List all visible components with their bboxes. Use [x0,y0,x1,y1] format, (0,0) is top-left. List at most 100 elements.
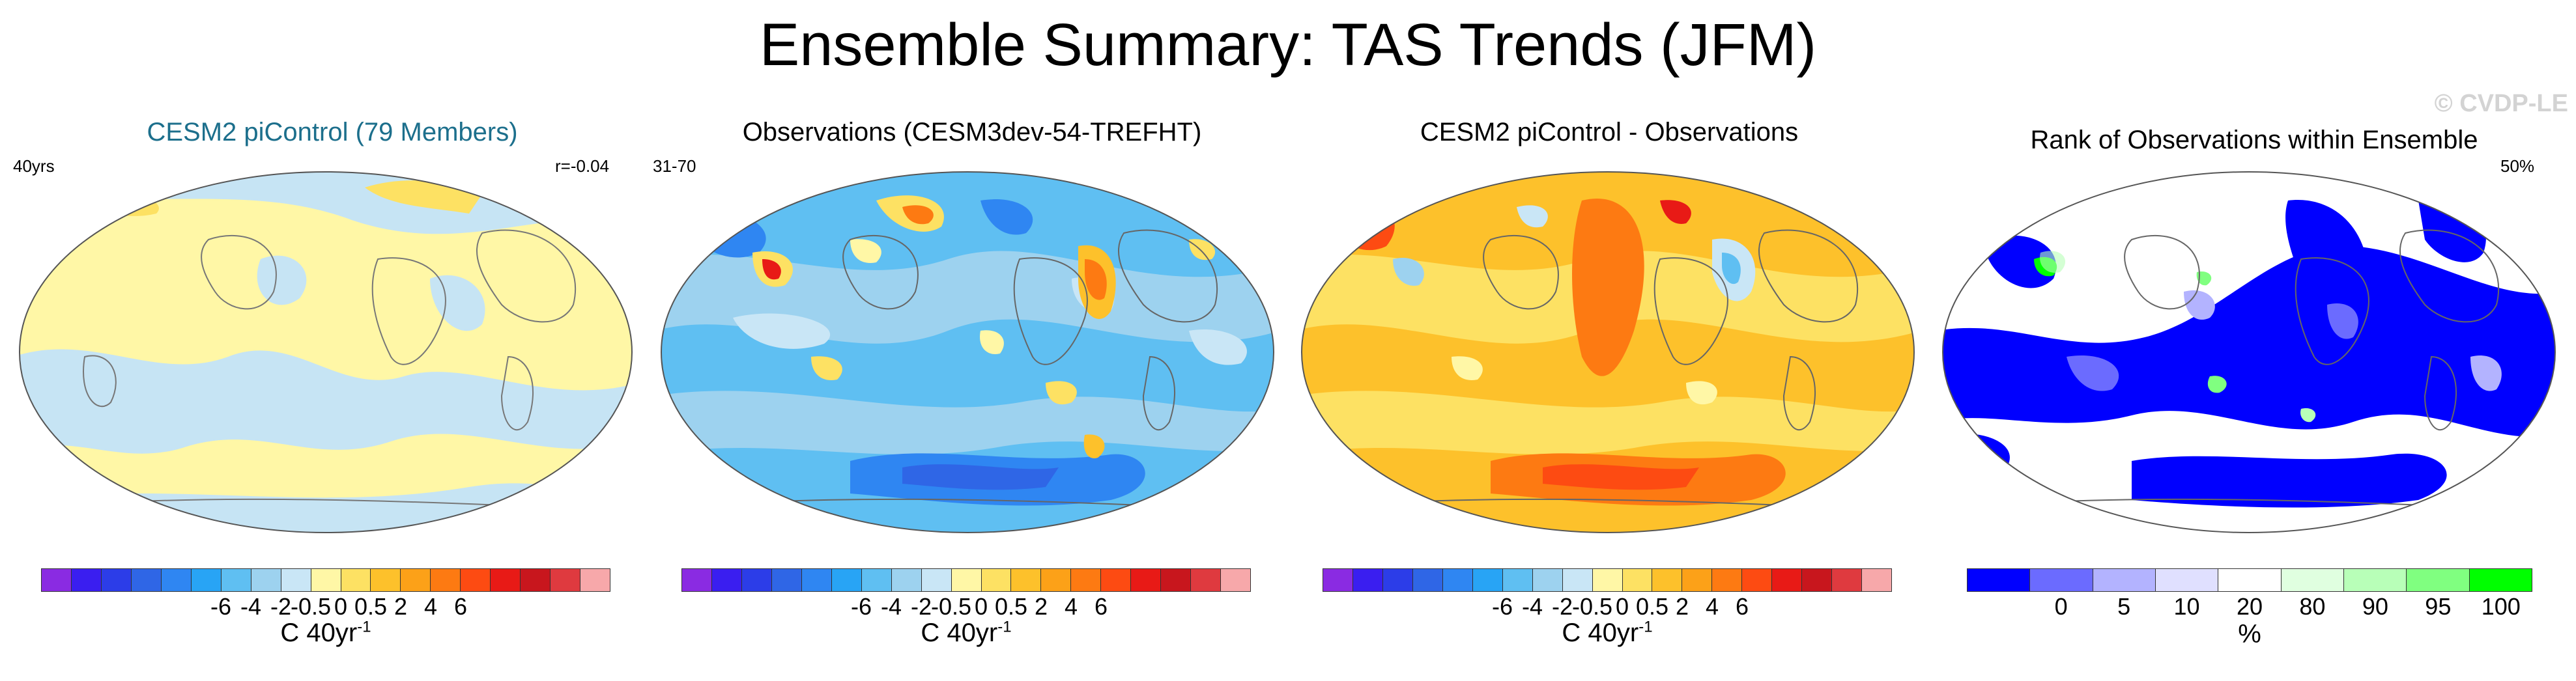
panel-3-colorbar-tick-label: -2 [1551,593,1573,620]
panel-3-title: CESM2 piControl - Observations [1420,118,1799,146]
panel-3-colorbar-swatch [1472,569,1503,591]
panel-1-colorbar-swatch [580,569,610,591]
panel-2-colorbar-swatch [1071,569,1102,591]
panel-1-colorbar-swatch [251,569,281,591]
panel-2-colorbar-label: C 40yr-1 [921,618,1012,647]
panel-2-colorbar-swatch [741,569,772,591]
panel-2-colorbar-tick-label: 0.5 [994,593,1028,620]
panel-2-colorbar-swatch [711,569,742,591]
panel-3-colorbar-swatch [1742,569,1773,591]
panel-2-colorbar-swatch [1011,569,1042,591]
panel-1-right-label: r=-0.04 [555,156,610,176]
panel-1-colorbar-swatch [161,569,192,591]
panel-1-map [19,171,633,533]
panel-2-colorbar-swatch [771,569,802,591]
panel-1-colorbar-tick-label: 0.5 [354,593,388,620]
panel-3-colorbar-tick-label: -0.5 [1571,593,1613,620]
panel-2-colorbar-swatch [921,569,952,591]
panel-2-colorbar-swatch [1041,569,1072,591]
panel-1-colorbar-tick-label: -4 [240,593,262,620]
panel-2-colorbar-tick-label: -4 [880,593,902,620]
panel-3-colorbar-swatch [1802,569,1833,591]
panel-1-colorbar-swatch [461,569,491,591]
panel-1-colorbar-swatch [131,569,162,591]
panel-2-colorbar-tick-label: -0.5 [930,593,972,620]
panel-3-colorbar-swatch [1502,569,1533,591]
panel-2-colorbar-tick-label: 4 [1064,593,1078,620]
panel-3-colorbar-swatch [1832,569,1863,591]
panel-3-colorbar-swatch [1382,569,1413,591]
panel-4-colorbar-swatch [2469,569,2532,591]
panel-1-colorbar-tick-label: 0 [334,593,348,620]
panel-2-colorbar-tick-label: 2 [1034,593,1048,620]
panel-3-colorbar-tick-label: 0.5 [1635,593,1669,620]
panel-3-colorbar-swatch [1532,569,1563,591]
panel-3-colorbar-swatch [1562,569,1593,591]
panel-3-colorbar-tick-label: 4 [1705,593,1719,620]
panel-2-colorbar-tick-label: 0 [974,593,988,620]
panel-4-colorbar [1967,568,2532,592]
panel-1-colorbar-swatch [281,569,311,591]
panel-4-colorbar-tick-label: 10 [2173,593,2200,620]
panel-3-colorbar-swatch [1652,569,1683,591]
panel-1-colorbar-tick-label: -0.5 [290,593,332,620]
panel-3-colorbar-swatch [1682,569,1713,591]
panel-2-colorbar-swatch [1101,569,1132,591]
panel-2-colorbar-swatch [1161,569,1192,591]
panel-2-left-label: 31-70 [653,156,696,176]
panel-1-colorbar-label: C 40yr-1 [280,618,371,647]
panel-4-colorbar-tick-label: 80 [2299,593,2326,620]
panel-4-colorbar-swatch [2218,569,2282,591]
panel-2-colorbar-swatch [682,569,712,591]
panel-3-colorbar-swatch [1442,569,1473,591]
figure-title: Ensemble Summary: TAS Trends (JFM) [759,12,1817,78]
panel-3-map [1301,171,1915,533]
panel-2-colorbar-swatch [951,569,982,591]
panel-2-title: Observations (CESM3dev-54-TREFHT) [742,118,1202,146]
panel-1-colorbar-swatch [401,569,431,591]
panel-2-colorbar-swatch [1131,569,1162,591]
panel-2-colorbar-swatch [831,569,862,591]
panel-2-colorbar-swatch [1221,569,1251,591]
panel-4-colorbar-swatch [2281,569,2344,591]
panel-1-colorbar-swatch [42,569,72,591]
panel-4-colorbar-tick-label: 95 [2425,593,2452,620]
panel-4-colorbar-label: % [2238,620,2261,648]
panel-3-colorbar-swatch [1862,569,1892,591]
panel-4-colorbar-swatch [2030,569,2093,591]
panel-3-colorbar-swatch [1352,569,1383,591]
panel-1-colorbar-tick-label: 2 [394,593,408,620]
panel-4-colorbar-swatch [2155,569,2219,591]
panel-4-colorbar-tick-label: 90 [2362,593,2388,620]
panel-4-right-label: 50% [2500,156,2535,176]
panel-3-colorbar [1323,568,1892,592]
panel-3-colorbar-label: C 40yr-1 [1562,618,1653,647]
watermark: © CVDP-LE [2434,90,2568,117]
panel-2-colorbar-swatch [981,569,1012,591]
panel-1-colorbar-swatch [431,569,461,591]
panel-1-colorbar-swatch [221,569,251,591]
panel-4-colorbar-tick-label: 0 [2054,593,2068,620]
panel-4-map [1942,171,2556,533]
panel-2-colorbar-swatch [861,569,892,591]
panel-4-colorbar-swatch [1968,569,2031,591]
panel-1-colorbar-tick-label: -6 [210,593,232,620]
panel-1-title: CESM2 piControl (79 Members) [147,118,518,146]
panel-3-colorbar-swatch [1712,569,1743,591]
panel-3-colorbar-swatch [1412,569,1443,591]
panel-3-colorbar-swatch [1622,569,1653,591]
panel-1-colorbar-swatch [311,569,341,591]
panel-1-colorbar-tick-label: 4 [423,593,438,620]
panel-4-colorbar-swatch [2093,569,2156,591]
panel-2-colorbar-tick-label: -6 [850,593,872,620]
panel-4-colorbar-tick-label: 5 [2117,593,2131,620]
panel-2-colorbar-swatch [801,569,832,591]
panel-3-colorbar-tick-label: 2 [1675,593,1689,620]
panel-1-colorbar-swatch [371,569,401,591]
panel-4-colorbar-swatch [2407,569,2470,591]
panel-2-colorbar-tick-label: -2 [910,593,932,620]
panel-1-colorbar-swatch [71,569,102,591]
panel-2-colorbar-swatch [891,569,922,591]
panel-4-title: Rank of Observations within Ensemble [2030,126,2478,154]
panel-4-colorbar-swatch [2343,569,2407,591]
